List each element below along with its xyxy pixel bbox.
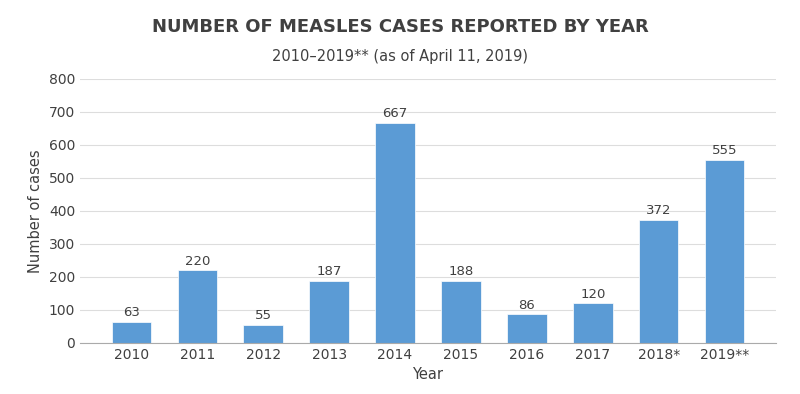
Text: 220: 220 [185,255,210,268]
Bar [573,303,613,343]
Text: 55: 55 [254,309,272,322]
X-axis label: Year: Year [413,367,443,382]
Bar [112,322,151,343]
Text: 187: 187 [317,266,342,279]
Y-axis label: Number of cases: Number of cases [28,149,43,273]
Text: NUMBER OF MEASLES CASES REPORTED BY YEAR: NUMBER OF MEASLES CASES REPORTED BY YEAR [152,18,648,36]
Text: 555: 555 [712,144,738,157]
Text: 86: 86 [518,299,535,312]
Bar [178,270,217,343]
Text: 667: 667 [382,107,408,120]
Bar [441,281,481,343]
Bar [639,220,678,343]
Bar [375,123,415,343]
Bar [507,314,546,343]
Text: 63: 63 [123,307,140,320]
Text: 188: 188 [448,265,474,278]
Text: 372: 372 [646,204,671,217]
Bar [243,325,283,343]
Text: 2010–2019** (as of April 11, 2019): 2010–2019** (as of April 11, 2019) [272,49,528,64]
Bar [310,281,349,343]
Bar [705,160,744,343]
Text: 120: 120 [580,288,606,301]
